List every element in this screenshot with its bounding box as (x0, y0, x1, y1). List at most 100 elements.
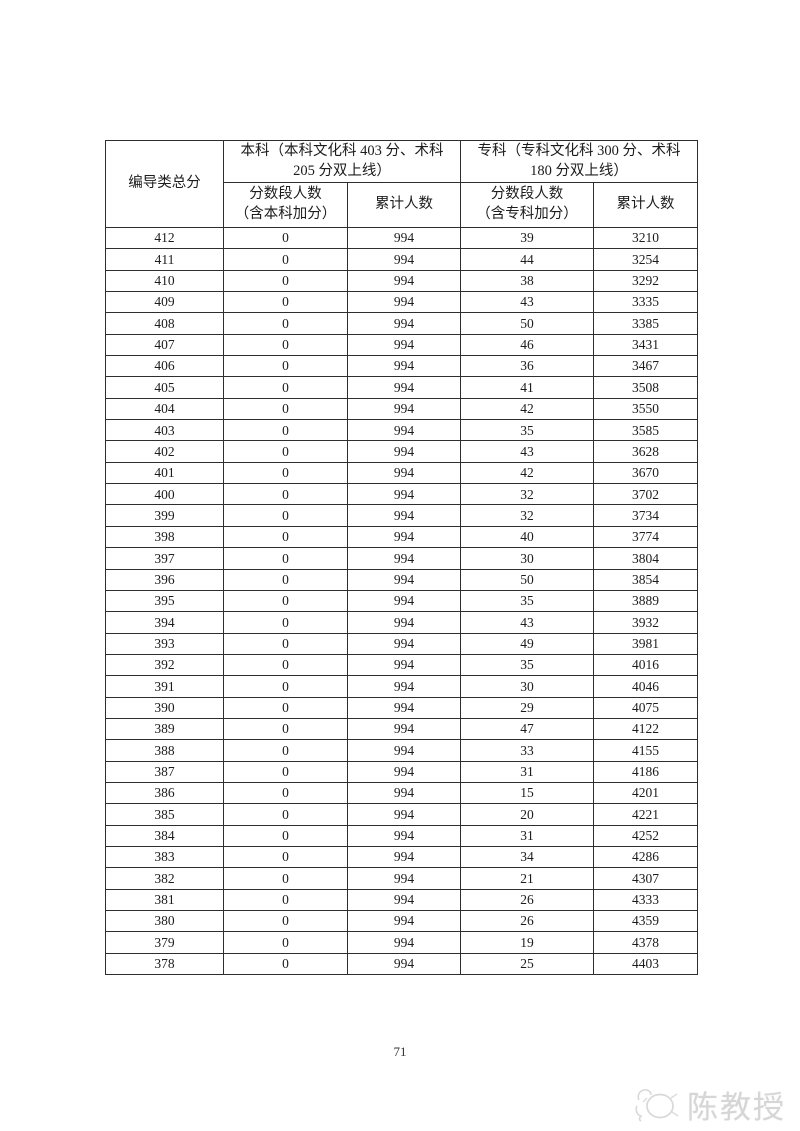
table-cell: 994 (347, 547, 461, 570)
table-cell: 0 (223, 760, 348, 783)
table-row: 404 0 994 42 3550 (105, 397, 698, 421)
benke-group-header: 本科（本科文化科 403 分、术科 205 分双上线） (223, 140, 461, 183)
table-cell: 405 (105, 376, 224, 399)
table-row: 391 0 994 30 4046 (105, 675, 698, 698)
table-cell: 3628 (593, 440, 698, 463)
table-cell: 994 (347, 504, 461, 527)
table-row: 408 0 994 50 3385 (105, 312, 698, 335)
table-row: 381 0 994 26 4333 (105, 888, 698, 912)
table-cell: 0 (223, 525, 348, 549)
table-cell: 0 (223, 355, 348, 378)
table-cell: 3385 (593, 312, 698, 335)
table-cell: 19 (460, 931, 594, 954)
table-cell: 994 (347, 931, 461, 954)
table-cell: 4186 (593, 760, 698, 783)
table-cell: 46 (460, 333, 594, 357)
table-cell: 398 (105, 525, 224, 549)
table-cell: 43 (460, 291, 594, 314)
table-cell: 0 (223, 483, 348, 506)
table-cell: 4155 (593, 739, 698, 762)
table-cell: 994 (347, 675, 461, 698)
table-cell: 0 (223, 312, 348, 335)
table-cell: 382 (105, 867, 224, 890)
table-cell: 43 (460, 611, 594, 634)
table-cell: 35 (460, 419, 594, 442)
table-cell: 403 (105, 419, 224, 442)
watermark: 陈教授 (633, 1082, 786, 1127)
table-cell: 4016 (593, 653, 698, 677)
table-cell: 31 (460, 760, 594, 783)
table-cell: 994 (347, 376, 461, 399)
table-cell: 406 (105, 355, 224, 378)
table-cell: 397 (105, 547, 224, 570)
table-cell: 30 (460, 675, 594, 698)
table-row: 406 0 994 36 3467 (105, 355, 698, 378)
table-row: 389 0 994 47 4122 (105, 717, 698, 741)
table-cell: 0 (223, 867, 348, 890)
table-cell: 0 (223, 269, 348, 293)
table-cell: 384 (105, 824, 224, 847)
table-row: 396 0 994 50 3854 (105, 568, 698, 591)
table-cell: 3854 (593, 568, 698, 591)
table-cell: 41 (460, 376, 594, 399)
table-cell: 35 (460, 589, 594, 613)
table-cell: 40 (460, 525, 594, 549)
benke-cumulative-count-header: 累计人数 (347, 182, 461, 228)
table-cell: 3210 (593, 226, 698, 250)
table-row: 385 0 994 20 4221 (105, 803, 698, 826)
table-row: 400 0 994 32 3702 (105, 483, 698, 506)
table-cell: 994 (347, 440, 461, 463)
table-row: 378 0 994 25 4403 (105, 952, 698, 976)
table-cell: 994 (347, 589, 461, 613)
table-cell: 380 (105, 909, 224, 933)
table-cell: 0 (223, 440, 348, 463)
zhuanke-cumulative-count-header: 累计人数 (593, 182, 698, 228)
table-cell: 34 (460, 845, 594, 869)
table-row: 392 0 994 35 4016 (105, 653, 698, 677)
table-row: 412 0 994 39 3210 (105, 226, 698, 250)
table-cell: 4307 (593, 867, 698, 890)
table-cell: 994 (347, 419, 461, 442)
table-cell: 0 (223, 909, 348, 933)
table-cell: 386 (105, 781, 224, 805)
table-cell: 402 (105, 440, 224, 463)
table-row: 402 0 994 43 3628 (105, 440, 698, 463)
table-cell: 994 (347, 781, 461, 805)
table-cell: 4403 (593, 952, 698, 976)
table-cell: 0 (223, 291, 348, 314)
table-cell: 0 (223, 739, 348, 762)
table-cell: 0 (223, 803, 348, 826)
table-cell: 4252 (593, 824, 698, 847)
table-cell: 39 (460, 226, 594, 250)
table-cell: 994 (347, 824, 461, 847)
table-cell: 4122 (593, 717, 698, 741)
table-cell: 26 (460, 909, 594, 933)
table-cell: 396 (105, 568, 224, 591)
table-row: 398 0 994 40 3774 (105, 525, 698, 549)
table-cell: 30 (460, 547, 594, 570)
table-cell: 4201 (593, 781, 698, 805)
table-cell: 408 (105, 312, 224, 335)
table-cell: 994 (347, 845, 461, 869)
table-cell: 20 (460, 803, 594, 826)
table-row: 386 0 994 15 4201 (105, 781, 698, 805)
table-cell: 3981 (593, 632, 698, 655)
table-cell: 36 (460, 355, 594, 378)
table-cell: 0 (223, 461, 348, 485)
table-row: 409 0 994 43 3335 (105, 291, 698, 314)
table-cell: 31 (460, 824, 594, 847)
table-cell: 3670 (593, 461, 698, 485)
table-cell: 0 (223, 226, 348, 250)
table-cell: 385 (105, 803, 224, 826)
table-cell: 994 (347, 717, 461, 741)
table-cell: 0 (223, 632, 348, 655)
table-cell: 42 (460, 461, 594, 485)
table-cell: 994 (347, 696, 461, 719)
table-cell: 412 (105, 226, 224, 250)
table-cell: 390 (105, 696, 224, 719)
table-cell: 3550 (593, 397, 698, 421)
table-row: 395 0 994 35 3889 (105, 589, 698, 613)
table-cell: 994 (347, 888, 461, 912)
table-cell: 4359 (593, 909, 698, 933)
table-cell: 395 (105, 589, 224, 613)
